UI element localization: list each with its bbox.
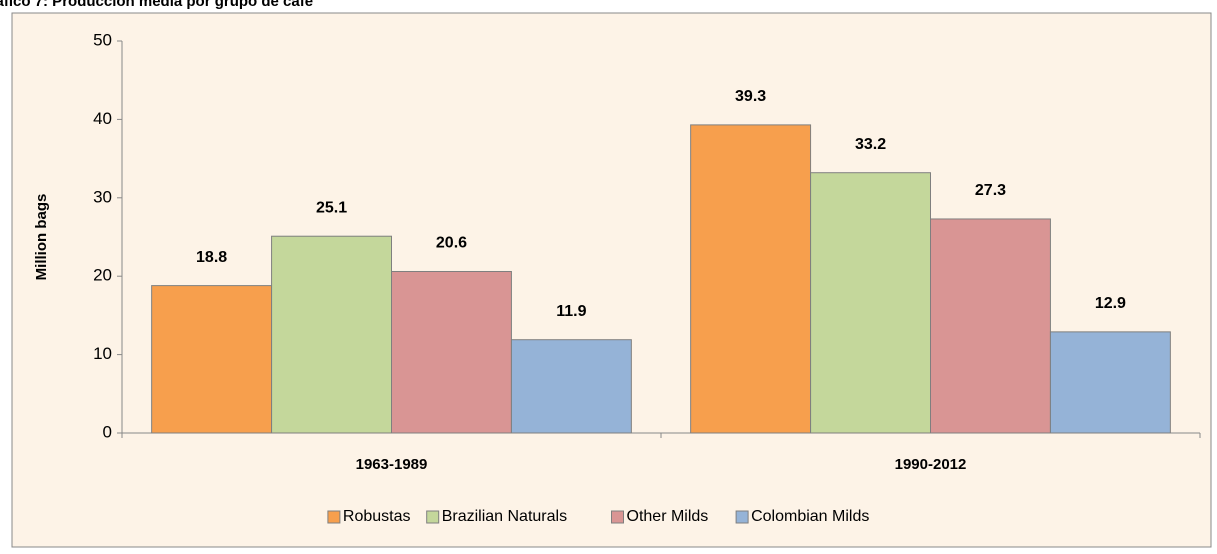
y-tick-label: 50 [93,30,112,49]
bar [271,235,393,434]
data-label: 39.3 [735,88,766,105]
y-tick-label: 30 [93,187,112,206]
data-label: 33.2 [855,136,886,153]
y-tick-label: 20 [93,266,112,285]
y-axis-label: Million bags [33,194,50,281]
bar [151,285,273,434]
data-label: 20.6 [436,235,467,252]
data-label: 18.8 [196,249,227,266]
legend-swatch [735,510,749,524]
bar [930,218,1051,434]
bar [510,339,632,434]
data-label: 27.3 [975,182,1006,199]
bar [690,124,812,434]
data-label: 12.9 [1095,295,1126,312]
legend-swatch [327,510,341,524]
data-label: 11.9 [556,303,586,320]
y-tick-label: 0 [103,422,112,441]
legend-swatch [611,510,624,524]
bar [391,270,512,434]
x-tick-label: 1990-2012 [895,456,967,473]
legend-label: Other Milds [627,508,709,525]
y-tick-label: 10 [93,344,112,363]
legend-label: Colombian Milds [751,508,869,525]
x-tick-label: 1963-1989 [356,456,428,473]
data-label: 25.1 [316,199,347,216]
chart-title: Gráfico 7: Producción media por grupo de… [0,0,313,10]
legend-label: Robustas [343,508,411,525]
bar [810,172,932,434]
legend-swatch [426,510,440,524]
bar [1049,331,1171,434]
legend-label: Brazilian Naturals [442,508,567,525]
y-tick-label: 40 [93,109,112,128]
